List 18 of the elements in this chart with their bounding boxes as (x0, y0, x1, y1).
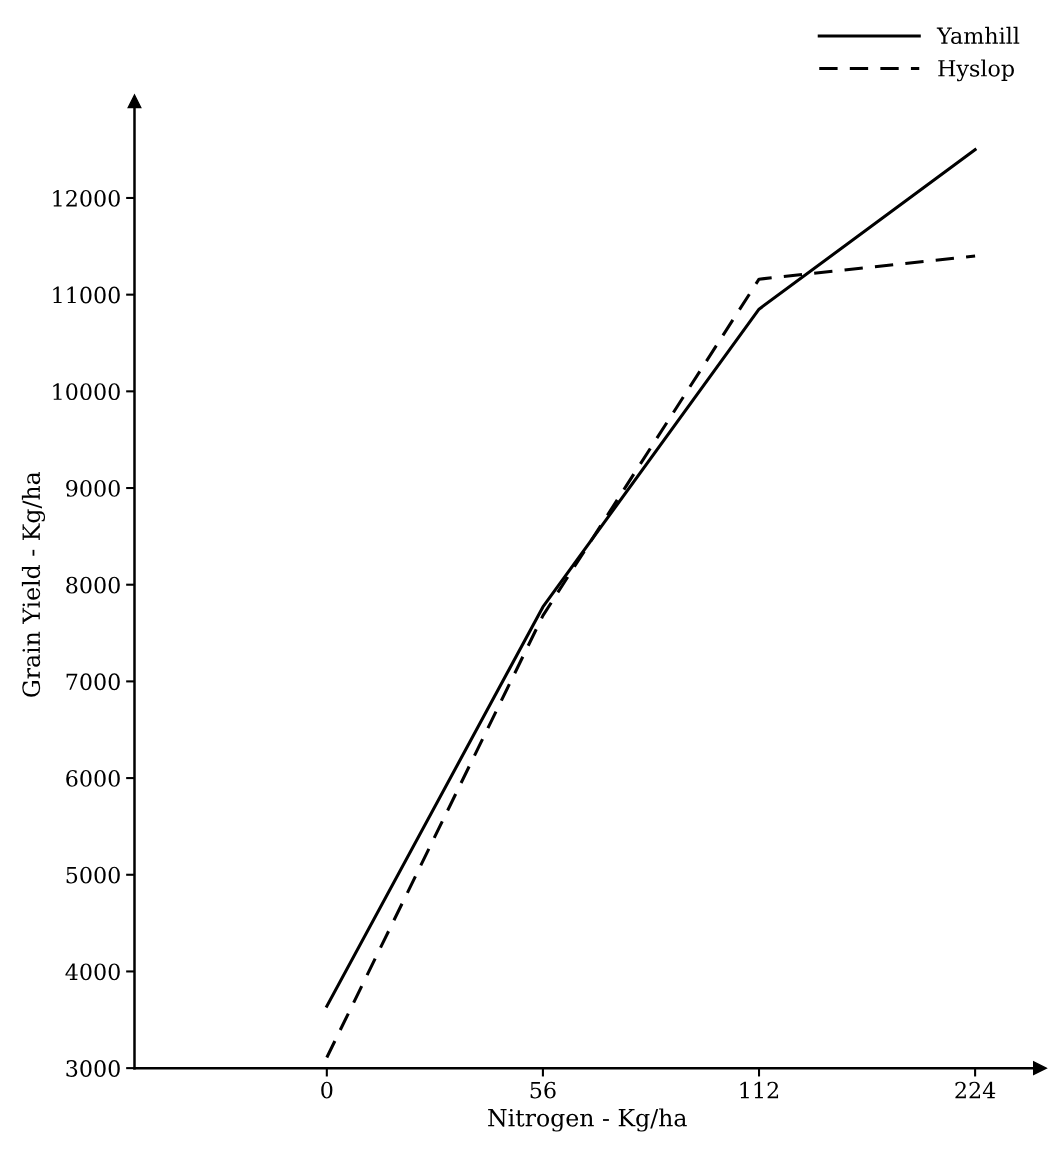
legend-label: Yamhill (936, 26, 1020, 45)
y-tick-label: 12000 (53, 189, 120, 207)
x-tick-label: 0 (321, 1081, 333, 1099)
y-tick-label: 5000 (66, 866, 120, 884)
y-tick-label: 8000 (66, 576, 120, 594)
x-tick-label: 112 (740, 1081, 779, 1099)
y-tick-label: 10000 (53, 383, 120, 401)
y-tick-label: 4000 (65, 963, 120, 981)
y-tick-label: 9000 (66, 479, 120, 497)
y-tick-label: 6000 (66, 770, 120, 787)
y-tick-label: 3000 (66, 1060, 120, 1077)
legend-label: Hyslop (938, 59, 1014, 82)
y-tick-label: 11000 (53, 286, 120, 304)
y-axis-title: Grain Yield - Kg/ha (21, 471, 46, 697)
x-axis-title: Nitrogen - Kg/ha (488, 1108, 687, 1132)
x-tick-label: 224 (955, 1081, 996, 1099)
y-tick-label: 7000 (66, 673, 120, 691)
x-tick-label: 56 (530, 1081, 556, 1099)
